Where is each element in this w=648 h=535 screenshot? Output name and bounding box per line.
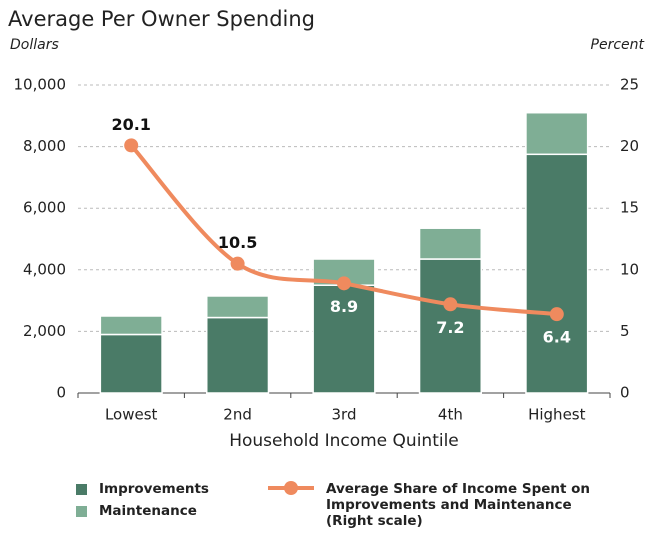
y2-tick-label: 10 xyxy=(620,260,639,278)
chart: Average Per Owner Spending Dollars Perce… xyxy=(8,7,645,451)
x-axis-label: Household Income Quintile xyxy=(229,431,459,451)
bar xyxy=(525,153,589,394)
legend-swatch xyxy=(266,481,316,499)
legend-item: Maintenance xyxy=(76,503,197,519)
bar xyxy=(99,333,163,394)
y-tick-label: 4,000 xyxy=(23,260,66,278)
y-tick-label: 0 xyxy=(56,384,66,402)
legend-swatch xyxy=(76,506,87,517)
y-tick-label: 6,000 xyxy=(23,199,66,217)
bar xyxy=(525,111,589,156)
data-label: 6.4 xyxy=(543,328,571,347)
y2-tick-label: 15 xyxy=(620,199,639,217)
y2-tick-label: 25 xyxy=(620,76,639,94)
bar xyxy=(99,315,163,336)
chart-title: Average Per Owner Spending xyxy=(8,7,315,31)
y-tick-label: 8,000 xyxy=(23,137,66,155)
bar xyxy=(418,227,483,260)
y2-tick-label: 5 xyxy=(620,322,630,340)
y2-tick-label: 0 xyxy=(620,384,630,402)
data-label: 20.1 xyxy=(111,115,150,134)
bar xyxy=(418,258,483,394)
x-tick-label: 3rd xyxy=(332,406,357,424)
line-point xyxy=(337,276,351,291)
line-point xyxy=(443,297,458,312)
x-tick-label: 4th xyxy=(438,406,463,424)
legend-line xyxy=(268,481,314,495)
data-label: 7.2 xyxy=(436,318,464,337)
x-tick-label: 2nd xyxy=(223,406,252,424)
data-label: 10.5 xyxy=(218,233,257,252)
legend-item: Average Share of Income Spent on Improve… xyxy=(266,481,616,529)
legend-swatch xyxy=(76,484,87,495)
line-point xyxy=(124,138,139,153)
legend-label: Maintenance xyxy=(99,503,197,519)
x-tick-label: Lowest xyxy=(105,406,158,424)
legend-label: Improvements xyxy=(99,481,209,497)
data-label: 8.9 xyxy=(330,297,358,316)
x-tick-label: Highest xyxy=(528,406,586,424)
y-tick-label: 10,000 xyxy=(14,76,67,94)
bar xyxy=(205,316,270,394)
y2-axis-label: Percent xyxy=(591,37,645,53)
y2-tick-label: 20 xyxy=(620,137,639,155)
legend-label: Average Share of Income Spent on Improve… xyxy=(326,481,591,529)
line-point xyxy=(230,256,245,271)
y-tick-label: 2,000 xyxy=(23,322,66,340)
y-axis-label: Dollars xyxy=(10,37,59,53)
line-point xyxy=(549,307,564,322)
bar xyxy=(205,295,270,319)
legend-item: Improvements xyxy=(76,481,209,497)
